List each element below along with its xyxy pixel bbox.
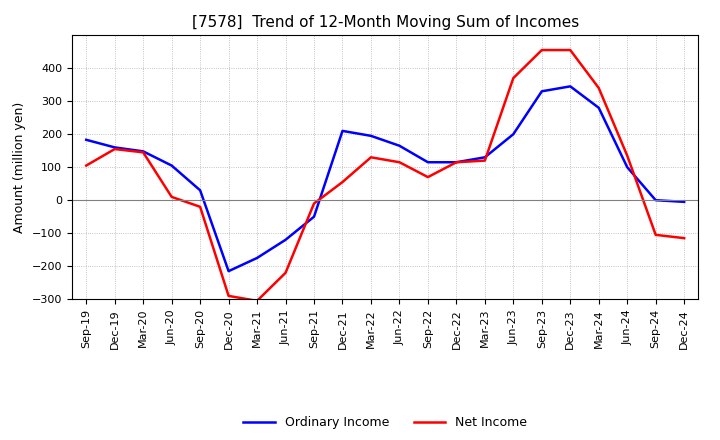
Net Income [566, 48, 575, 53]
Line: Net Income: Net Income [86, 50, 684, 301]
Ordinary Income [680, 199, 688, 205]
Net Income [196, 204, 204, 209]
Ordinary Income [139, 149, 148, 154]
Net Income [225, 293, 233, 299]
Ordinary Income [623, 165, 631, 170]
Ordinary Income [338, 128, 347, 134]
Net Income [509, 75, 518, 81]
Ordinary Income [167, 163, 176, 168]
Net Income [167, 194, 176, 200]
Net Income [480, 158, 489, 163]
Ordinary Income [452, 160, 461, 165]
Net Income [253, 298, 261, 304]
Net Income [338, 180, 347, 185]
Ordinary Income [366, 133, 375, 139]
Line: Ordinary Income: Ordinary Income [86, 86, 684, 271]
Ordinary Income [395, 143, 404, 148]
Net Income [310, 201, 318, 206]
Ordinary Income [225, 268, 233, 274]
Legend: Ordinary Income, Net Income: Ordinary Income, Net Income [243, 416, 527, 429]
Net Income [366, 154, 375, 160]
Net Income [110, 147, 119, 152]
Net Income [395, 160, 404, 165]
Net Income [623, 153, 631, 158]
Ordinary Income [282, 237, 290, 242]
Net Income [452, 160, 461, 165]
Ordinary Income [253, 255, 261, 260]
Ordinary Income [480, 154, 489, 160]
Ordinary Income [537, 88, 546, 94]
Ordinary Income [423, 160, 432, 165]
Ordinary Income [652, 198, 660, 203]
Net Income [282, 270, 290, 275]
Net Income [423, 174, 432, 180]
Net Income [680, 235, 688, 241]
Net Income [595, 85, 603, 91]
Ordinary Income [196, 187, 204, 193]
Ordinary Income [595, 105, 603, 110]
Net Income [652, 232, 660, 238]
Net Income [537, 48, 546, 53]
Ordinary Income [310, 214, 318, 220]
Title: [7578]  Trend of 12-Month Moving Sum of Incomes: [7578] Trend of 12-Month Moving Sum of I… [192, 15, 579, 30]
Ordinary Income [566, 84, 575, 89]
Ordinary Income [110, 145, 119, 150]
Y-axis label: Amount (million yen): Amount (million yen) [13, 102, 26, 233]
Ordinary Income [509, 132, 518, 137]
Net Income [82, 163, 91, 168]
Net Income [139, 150, 148, 155]
Ordinary Income [82, 137, 91, 143]
